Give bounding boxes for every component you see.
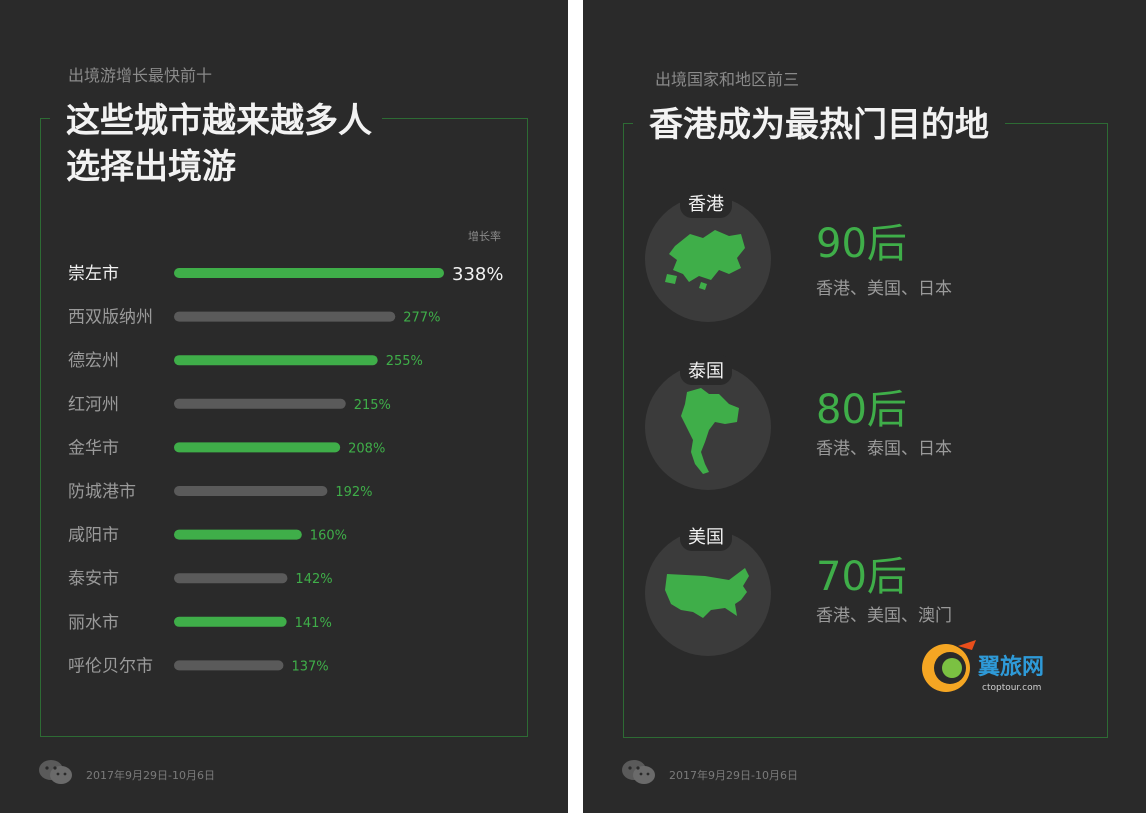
- place-badge-3: 美国: [680, 521, 732, 551]
- category-label: 丽水市: [68, 613, 119, 633]
- left-title-line1: 这些城市越来越多人: [66, 101, 372, 141]
- bar: [174, 660, 284, 671]
- category-label: 红河州: [68, 395, 119, 415]
- left-footer-date: 2017年9月29日-10月6日: [86, 769, 215, 782]
- logo-text: 翼旅网: [978, 654, 1044, 680]
- category-label: 金华市: [68, 438, 119, 458]
- value-label: 141%: [295, 616, 332, 631]
- value-label: 160%: [310, 529, 347, 544]
- usa-map-icon: [665, 568, 749, 618]
- left-subtitle: 出境游增长最快前十: [68, 66, 213, 85]
- bar: [174, 573, 288, 584]
- logo-subtext: ctoptour.com: [982, 683, 1041, 693]
- usa-circle: [645, 530, 771, 656]
- value-label: 192%: [335, 485, 372, 500]
- right-footer-date: 2017年9月29日-10月6日: [669, 769, 798, 782]
- value-label: 142%: [295, 572, 332, 587]
- right-title: 香港成为最热门目的地: [633, 102, 1005, 148]
- thailand-map-icon: [681, 388, 739, 474]
- destinations-3: 香港、美国、澳门: [816, 606, 952, 626]
- generation-label-2: 80后: [816, 387, 907, 433]
- value-label: 137%: [291, 659, 328, 674]
- bar: [174, 486, 328, 496]
- value-label: 338%: [452, 264, 503, 285]
- category-label: 防城港市: [68, 482, 136, 502]
- value-label: 215%: [354, 398, 391, 413]
- hong-kong-map-icon: [665, 230, 745, 290]
- wechat-icon: [622, 760, 655, 784]
- place-badge-1: 香港: [680, 188, 732, 218]
- growth-bar-chart: 崇左市 338% 西双版纳州 277% 德宏州 255% 红河州 215% 金华市 208% 防城港…: [68, 264, 503, 676]
- generation-label-1: 90后: [816, 221, 907, 267]
- category-label: 西双版纳州: [68, 308, 153, 328]
- value-label: 255%: [386, 354, 423, 369]
- generation-label-3: 70后: [816, 554, 907, 600]
- bar: [174, 529, 302, 540]
- category-label: 泰安市: [68, 569, 119, 589]
- wechat-icon: [39, 760, 72, 784]
- destinations-1: 香港、美国、日本: [816, 279, 952, 299]
- thailand-circle: [645, 364, 771, 490]
- bar: [174, 398, 346, 409]
- bar: [174, 268, 444, 278]
- left-title-line2: 选择出境游: [66, 147, 236, 187]
- bar: [174, 311, 396, 322]
- right-panel: 出境国家和地区前三 香港成为最热门目的地 香港 90后 香港、美国、日本 泰国 …: [583, 0, 1146, 813]
- value-label: 277%: [403, 311, 440, 326]
- category-label: 呼伦贝尔市: [68, 656, 153, 676]
- category-label: 德宏州: [68, 351, 119, 371]
- chart-unit-label: 增长率: [468, 230, 501, 243]
- bar: [174, 442, 341, 453]
- category-label: 咸阳市: [68, 526, 119, 546]
- ctoptour-logo: 翼旅网 ctoptour.com: [922, 640, 1044, 693]
- left-panel: 出境游增长最快前十 这些城市越来越多人 选择出境游 增长率 崇左市 338% 西双版…: [0, 0, 568, 813]
- bar: [174, 355, 378, 366]
- category-label: 崇左市: [68, 264, 119, 284]
- value-label: 208%: [348, 441, 385, 456]
- destinations-2: 香港、泰国、日本: [816, 439, 952, 459]
- right-subtitle: 出境国家和地区前三: [655, 70, 800, 89]
- bar: [174, 616, 287, 627]
- place-badge-2: 泰国: [680, 355, 732, 385]
- left-title: 这些城市越来越多人 选择出境游: [50, 98, 382, 190]
